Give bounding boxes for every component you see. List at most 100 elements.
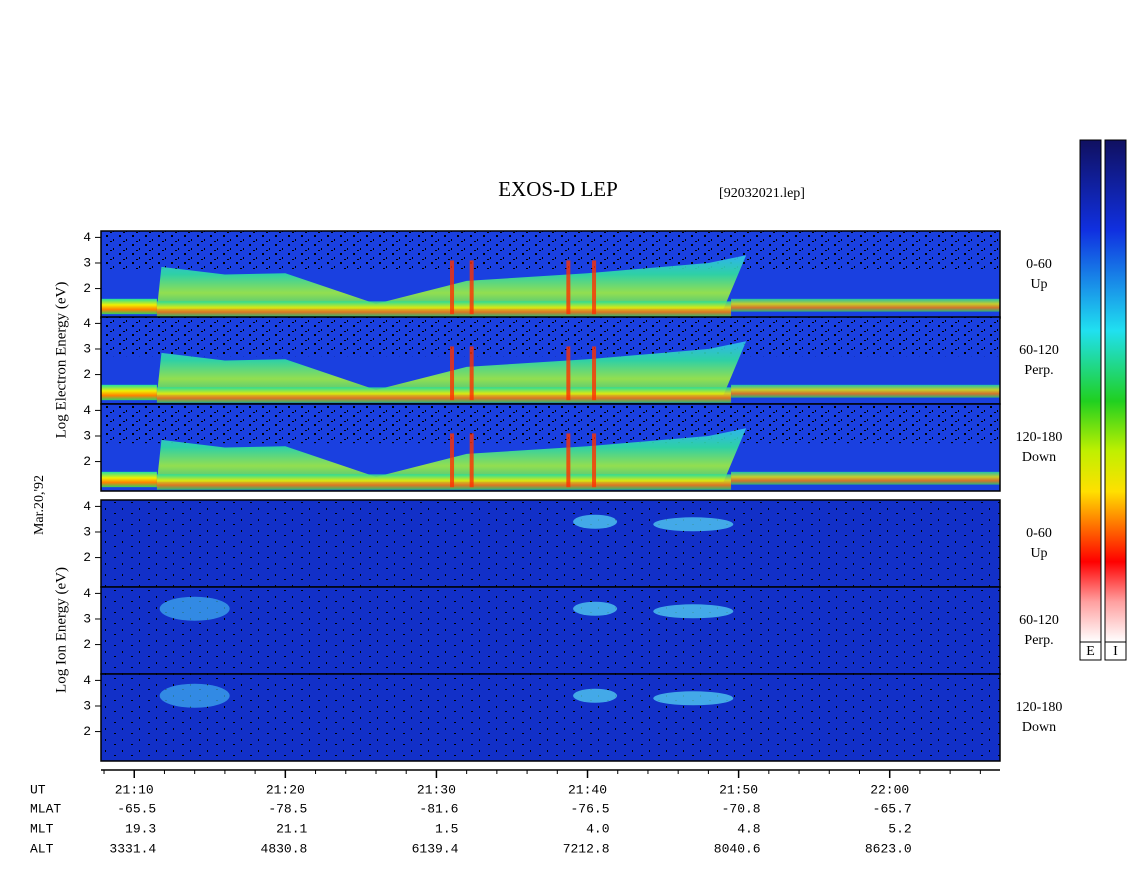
ephemeris-label: MLAT <box>30 801 61 816</box>
spectrogram-noise <box>101 587 1000 674</box>
spectrogram-burst <box>566 346 571 401</box>
spectrogram-feature <box>653 604 734 619</box>
pitch-label: Up <box>1030 546 1047 561</box>
spectrogram-feature <box>653 517 734 532</box>
spectrogram-feature <box>156 255 747 310</box>
spectrogram-burst <box>566 260 571 315</box>
y-tick-label: 2 <box>83 454 91 469</box>
y-tick-label: 3 <box>83 698 91 713</box>
spectrogram-band <box>101 298 157 315</box>
ephemeris-value: -76.5 <box>571 801 610 816</box>
ephemeris-value: 4.0 <box>586 821 609 836</box>
spectrogram-band <box>731 298 1000 312</box>
spectrogram-band <box>731 471 1000 485</box>
y-tick-label: 2 <box>83 367 91 382</box>
pitch-label: 0-60 <box>1026 526 1052 541</box>
spectrogram-band <box>101 471 157 488</box>
x-tick-label: 21:10 <box>115 782 154 797</box>
spectrogram-burst <box>592 346 597 401</box>
pitch-label: Perp. <box>1024 633 1053 648</box>
spectrogram-burst <box>450 433 455 488</box>
spectrogram-band <box>731 384 1000 398</box>
y-tick-label: 4 <box>83 230 91 245</box>
y-tick-label: 3 <box>83 341 91 356</box>
ephemeris-value: 3331.4 <box>109 841 156 856</box>
ion-axis-label: Log Ion Energy (eV) <box>53 567 69 693</box>
colorbar-i <box>1104 139 1127 643</box>
spectrogram-burst <box>592 433 597 488</box>
ephemeris-value: -78.5 <box>268 801 307 816</box>
spectrogram-band <box>156 474 732 490</box>
pitch-label: 0-60 <box>1026 257 1052 272</box>
pitch-label: 60-120 <box>1019 613 1059 628</box>
spectrogram-burst <box>450 346 455 401</box>
y-tick-label: 2 <box>83 637 91 652</box>
spectrogram-feature <box>159 596 230 621</box>
ephemeris-value: 5.2 <box>888 821 911 836</box>
spectrogram-feature <box>573 601 618 616</box>
spectrogram-noise <box>101 674 1000 761</box>
y-tick-label: 4 <box>83 673 91 688</box>
y-tick-label: 4 <box>83 499 91 514</box>
panel-frame <box>100 403 1001 492</box>
ephemeris-label: UT <box>30 782 46 797</box>
x-tick-label: 22:00 <box>870 782 909 797</box>
colorbar-e <box>1079 139 1102 643</box>
pitch-label: Down <box>1022 720 1056 735</box>
spectrogram-burst <box>450 260 455 315</box>
ephemeris-value: 8623.0 <box>865 841 912 856</box>
spectrogram-band <box>156 387 732 403</box>
pitch-label: 60-120 <box>1019 343 1059 358</box>
spectrogram-burst <box>566 433 571 488</box>
ephemeris-value: 21.1 <box>276 821 307 836</box>
ephemeris-value: -65.7 <box>873 801 912 816</box>
spectrogram-feature <box>573 514 618 529</box>
electron-axis-label: Log Electron Energy (eV) <box>53 282 69 439</box>
spectrogram-feature <box>653 691 734 706</box>
x-tick-label: 21:40 <box>568 782 607 797</box>
x-tick-label: 21:20 <box>266 782 305 797</box>
colorbar-label: E <box>1086 644 1095 659</box>
ephemeris-value: -70.8 <box>722 801 761 816</box>
spectrogram-feature <box>159 683 230 708</box>
spectrogram-feature <box>156 341 747 396</box>
y-tick-label: 3 <box>83 255 91 270</box>
spectrogram-band <box>156 301 732 317</box>
x-tick-label: 21:30 <box>417 782 456 797</box>
y-tick-label: 2 <box>83 550 91 565</box>
ephemeris-value: -81.6 <box>419 801 458 816</box>
colorbar-label: I <box>1113 644 1118 659</box>
ephemeris-value: 1.5 <box>435 821 458 836</box>
panel-frame <box>100 673 1001 762</box>
y-tick-label: 2 <box>83 281 91 296</box>
ephemeris-value: 4830.8 <box>261 841 308 856</box>
spectrogram-noise <box>101 404 1000 444</box>
y-tick-label: 3 <box>83 524 91 539</box>
ephemeris-label: MLT <box>30 821 54 836</box>
y-tick-label: 4 <box>83 586 91 601</box>
spectrogram-band <box>101 384 157 401</box>
pitch-label: Perp. <box>1024 363 1053 378</box>
filename: [92032021.lep] <box>719 186 805 201</box>
ephemeris-value: -65.5 <box>117 801 156 816</box>
spectrogram-feature <box>573 688 618 703</box>
ephemeris-label: ALT <box>30 841 54 856</box>
colorbar-label-box <box>1079 641 1102 661</box>
ephemeris-value: 7212.8 <box>563 841 610 856</box>
y-tick-label: 4 <box>83 316 91 331</box>
y-tick-label: 3 <box>83 611 91 626</box>
spectrogram-burst <box>469 433 474 488</box>
pitch-label: 120-180 <box>1016 700 1063 715</box>
date-label: Mar.20,'92 <box>32 475 47 535</box>
spectrogram-burst <box>469 346 474 401</box>
ephemeris-value: 4.8 <box>737 821 760 836</box>
ephemeris-value: 19.3 <box>125 821 156 836</box>
y-tick-label: 2 <box>83 724 91 739</box>
pitch-label: Up <box>1030 277 1047 292</box>
ephemeris-value: 8040.6 <box>714 841 761 856</box>
spectrogram-feature <box>156 428 747 483</box>
pitch-label: Down <box>1022 450 1056 465</box>
colorbar-label-box <box>1104 641 1127 661</box>
